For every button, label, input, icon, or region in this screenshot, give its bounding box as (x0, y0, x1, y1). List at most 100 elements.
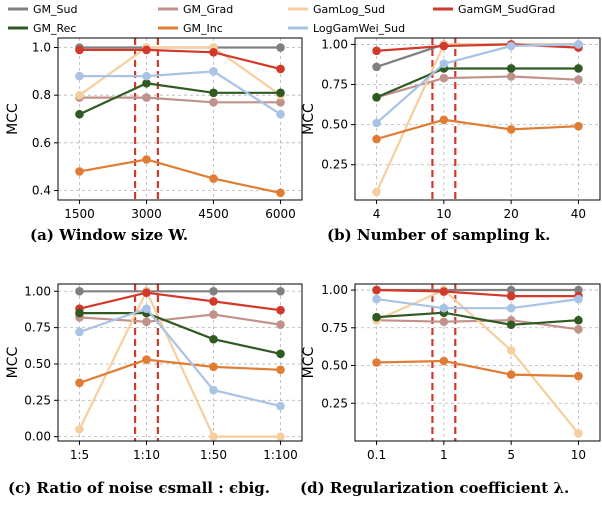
y-tick-label: 0.50 (321, 359, 348, 373)
legend-label: GM_Inc (183, 22, 223, 35)
data-point (506, 320, 516, 330)
data-point (75, 308, 84, 318)
data-point (372, 294, 381, 304)
plot-frame (354, 283, 601, 442)
series-line (79, 313, 281, 326)
legend-item-gm-rec: GM_Rec (8, 22, 76, 35)
data-point (276, 188, 285, 198)
data-point (142, 288, 151, 298)
data-point (372, 46, 381, 56)
y-tick-label: 0.6 (32, 136, 51, 150)
legend-item-loggamwei-sud: LogGamWei_Sud (288, 22, 405, 35)
data-point (574, 371, 583, 381)
data-point (506, 291, 516, 301)
legend-label: GM_Sud (33, 3, 77, 16)
legend-label: GamLog_Sud (313, 3, 385, 16)
series-line (79, 291, 281, 312)
series-line (376, 298, 579, 310)
panel-caption: (c) Ratio of noise ϵsmall : ϵbig. (8, 479, 270, 497)
data-point (372, 358, 381, 367)
data-point (506, 125, 516, 134)
data-point (276, 64, 285, 74)
data-point (574, 64, 583, 73)
data-point (75, 90, 84, 100)
data-point (439, 303, 449, 313)
series-gm-sud (75, 286, 285, 296)
data-point (209, 385, 218, 395)
data-point (439, 73, 449, 83)
data-point (142, 317, 151, 327)
legend: GM_Sud GM_Grad GamLog_Sud GamGM_SudGrad GM_R… (8, 3, 555, 35)
series-loggamwei-sud (372, 294, 583, 313)
y-axis-label: MCC (301, 346, 317, 378)
data-point (276, 401, 285, 411)
x-tick-label: 5 (507, 448, 515, 462)
series-line (78, 46, 282, 97)
series-line (376, 75, 579, 99)
data-point (209, 88, 218, 98)
data-point (209, 98, 218, 107)
legend-item-gm-inc: GM_Inc (158, 22, 223, 35)
y-axis-label: MCC (301, 103, 317, 135)
chart-panel-1: 0.4 0.6 0.8 1.0 1500 3000 4500 6000 MCC (a) Windo… (5, 37, 303, 244)
x-tick-label: 3000 (131, 207, 162, 221)
chart-panel-2: 0.25 0.50 0.75 1.00 4 10 20 40 MCC (b) Number of … (301, 37, 601, 244)
grid (58, 38, 302, 200)
plot-frame (57, 283, 303, 442)
x-tick-label: 4500 (198, 207, 229, 221)
data-point (75, 71, 84, 81)
data-point (75, 167, 84, 176)
data-point (142, 71, 151, 81)
y-tick-label: 0.00 (24, 430, 51, 444)
data-point (276, 286, 285, 296)
y-tick-label: 0.50 (24, 357, 51, 371)
plot-frame (57, 37, 303, 201)
series-gamgm-sudgrad (75, 288, 285, 315)
legend-label: LogGamWei_Sud (313, 22, 405, 35)
x-tick-label: 4 (373, 207, 381, 221)
series-gamgm-sudgrad (372, 285, 583, 301)
legend-label: GM_Grad (183, 3, 233, 16)
data-point (75, 378, 84, 388)
panel-caption: (b) Number of sampling k. (327, 226, 550, 244)
data-point (372, 187, 381, 197)
series-line (79, 82, 281, 116)
data-point (142, 304, 151, 314)
x-tick-label: 6000 (265, 207, 296, 221)
y-tick-label: 0.75 (321, 78, 348, 92)
data-point (276, 305, 285, 315)
data-point (276, 432, 285, 441)
data-point (574, 40, 583, 49)
x-tick-label: 1:100 (263, 448, 298, 462)
series-line (376, 311, 579, 326)
y-tick-label: 0.50 (321, 118, 348, 132)
legend-item-gm-sud: GM_Sud (8, 3, 77, 16)
legend-item-gamgm-sudgrad: GamGM_SudGrad (433, 3, 555, 16)
data-point (209, 286, 218, 296)
x-tick-label: 20 (504, 207, 519, 221)
data-point (574, 294, 583, 304)
data-point (209, 174, 218, 183)
series-loggamwei-sud (75, 67, 285, 119)
series-line (79, 70, 282, 116)
series-line (376, 359, 579, 378)
data-point (276, 98, 285, 107)
x-tick-label: 1 (440, 448, 448, 462)
series-gm-inc (75, 155, 285, 198)
legend-item-gamlog-sud: GamLog_Sud (288, 3, 385, 16)
y-tick-label: 1.00 (24, 284, 51, 298)
y-axis-label: MCC (5, 346, 21, 378)
x-tick-label: 1:10 (133, 448, 160, 462)
data-point (506, 285, 516, 295)
data-point (372, 93, 381, 102)
data-point (276, 88, 285, 98)
series-gm-grad (372, 72, 583, 102)
data-point (574, 429, 583, 438)
series-line (79, 48, 281, 71)
y-tick-label: 0.25 (321, 158, 348, 172)
data-point (439, 317, 449, 327)
data-point (142, 355, 151, 364)
data-point (209, 47, 218, 57)
data-point (276, 43, 285, 52)
